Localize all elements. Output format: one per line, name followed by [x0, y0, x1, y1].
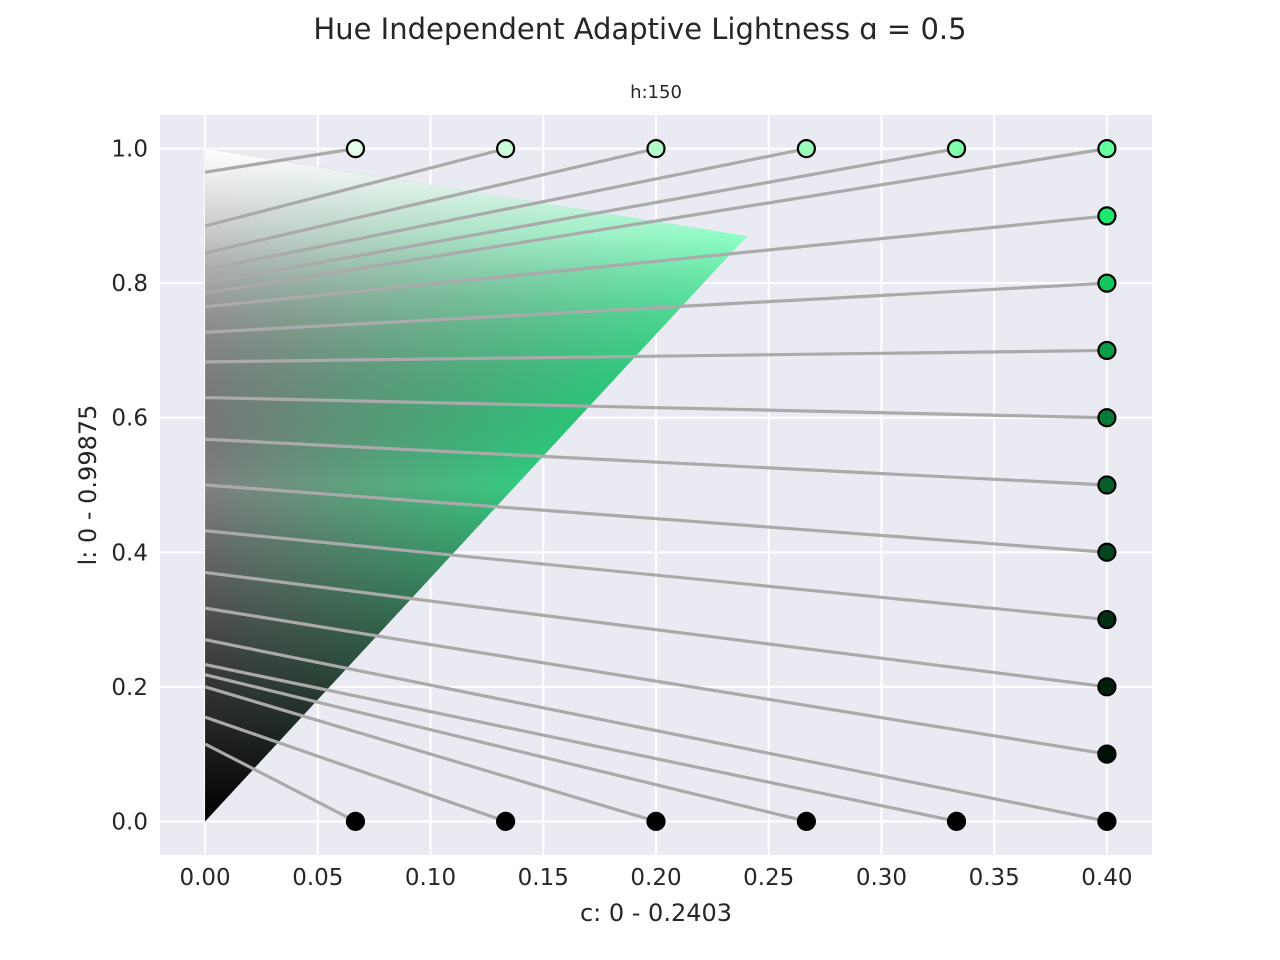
projection-point — [496, 139, 516, 159]
x-tick-label: 0.35 — [969, 865, 1020, 891]
x-axis-label: c: 0 - 0.2403 — [580, 899, 732, 927]
projection-line — [204, 638, 1108, 823]
projection-point — [1097, 273, 1117, 293]
projection-line — [204, 529, 1108, 622]
y-axis-label: l: 0 - 0.99875 — [74, 405, 102, 566]
projection-point — [646, 811, 666, 831]
projection-line — [204, 147, 957, 285]
projection-line — [205, 348, 1107, 364]
projection-line — [204, 570, 1108, 689]
projection-point — [646, 139, 666, 159]
projection-line — [204, 606, 1108, 756]
projection-line — [205, 281, 1107, 334]
projection-line — [204, 483, 1108, 554]
projection-point — [345, 811, 366, 831]
projection-point — [1097, 609, 1117, 630]
x-tick-label: 0.30 — [856, 865, 907, 891]
projection-point — [1097, 677, 1117, 697]
projection-point — [1097, 408, 1117, 428]
x-tick-label: 0.10 — [405, 865, 456, 891]
projection-line — [204, 663, 957, 823]
projection-point — [1097, 744, 1117, 764]
projection-line — [204, 147, 807, 272]
projection-point — [946, 811, 967, 831]
projection-point — [345, 139, 366, 159]
projection-point — [946, 139, 967, 159]
y-tick-labels: 0.0 0.2 0.4 0.6 0.8 1.0 — [111, 137, 148, 836]
projection-line — [204, 147, 356, 174]
projection-point — [1097, 811, 1117, 831]
projection-line — [204, 147, 507, 228]
projection-lines — [204, 147, 1108, 823]
projection-line — [204, 673, 807, 823]
y-tick-label: 0.2 — [111, 675, 148, 701]
projection-line — [205, 395, 1107, 420]
projection-points — [345, 139, 1117, 831]
x-tick-label: 0.40 — [1081, 865, 1132, 891]
x-tick-label: 0.15 — [518, 865, 569, 891]
gamut-lightness-layer — [205, 148, 747, 822]
projection-point — [796, 811, 816, 831]
projection-line — [204, 685, 657, 823]
projection-line — [205, 437, 1107, 487]
projection-line — [204, 147, 1108, 295]
projection-point — [1097, 542, 1117, 562]
projection-point — [796, 139, 816, 159]
y-tick-label: 0.0 — [111, 809, 148, 835]
y-tick-label: 0.4 — [111, 540, 148, 566]
projection-line — [204, 715, 507, 823]
x-tick-label: 0.05 — [292, 865, 343, 891]
y-tick-label: 0.6 — [111, 406, 148, 432]
gamut-triangle — [205, 148, 747, 822]
x-tick-labels: 0.00 0.05 0.10 0.15 0.20 0.25 0.30 0.35 0.40 — [179, 865, 1132, 891]
projection-point — [1097, 475, 1117, 495]
projection-point — [1097, 206, 1117, 226]
chart-subtitle: h:150 — [630, 82, 682, 103]
projection-point — [1097, 139, 1117, 159]
projection-line — [204, 147, 657, 255]
x-tick-label: 0.25 — [743, 865, 794, 891]
x-tick-label: 0.20 — [630, 865, 681, 891]
projection-point — [1097, 340, 1117, 361]
y-tick-label: 0.8 — [111, 271, 148, 297]
x-tick-label: 0.00 — [179, 865, 230, 891]
projection-line — [204, 214, 1108, 309]
projection-point — [496, 811, 516, 831]
y-tick-label: 1.0 — [111, 137, 148, 163]
projection-line — [204, 742, 357, 823]
figure-title: Hue Independent Adaptive Lightness ɑ = 0… — [313, 12, 967, 46]
